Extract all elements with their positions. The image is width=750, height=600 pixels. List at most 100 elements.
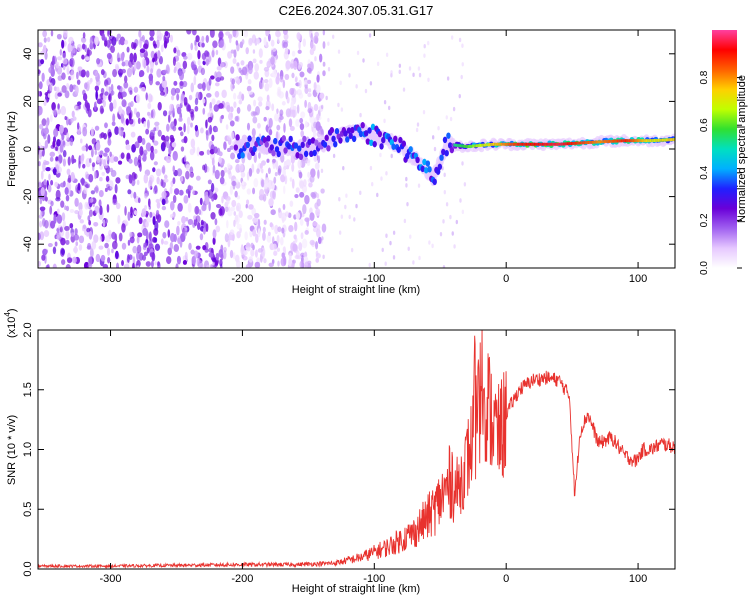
spectrogram-noise-speckle (267, 33, 271, 42)
spectrogram-noise-speckle (190, 122, 193, 128)
snr-x-tick-label: 0 (503, 573, 509, 585)
spectrogram-noise-speckle (160, 91, 166, 96)
spectrogram-noise-speckle (39, 206, 46, 212)
spectrogram-noise-speckle (76, 79, 81, 85)
spectrogram-noise-speckle (263, 116, 267, 122)
spectrogram-signal-core (601, 140, 603, 144)
spectrogram-noise-speckle (282, 203, 286, 211)
spectrogram-noise-speckle (200, 67, 206, 76)
spectrogram-noise-speckle (385, 52, 389, 57)
spectrogram-noise-speckle (125, 118, 129, 126)
spectrogram-noise-speckle (281, 101, 286, 106)
spectrogram-noise-speckle (210, 75, 215, 80)
spectrogram-signal-core (659, 138, 661, 142)
spectrogram-noise-speckle (261, 180, 265, 188)
spectrogram-noise-speckle (211, 98, 216, 105)
spectrogram-noise-speckle (337, 49, 341, 54)
spectrogram-noise-speckle (115, 202, 121, 210)
spectrogram-noise-speckle (50, 179, 54, 186)
spectrogram-noise-speckle (297, 159, 302, 169)
spectrogram-noise-speckle (70, 117, 74, 123)
spectrogram-noise-speckle (127, 211, 131, 221)
spectrogram-signal-core (531, 142, 533, 146)
spectrogram-noise-speckle (102, 263, 109, 268)
spectrogram-noise-speckle (290, 63, 294, 70)
snr-multiplier: (x104) (3, 308, 18, 338)
spectrogram-noise-speckle (380, 176, 383, 181)
spectrogram-signal-blob (334, 128, 340, 135)
spectrogram-noise-speckle (307, 92, 312, 98)
spectrogram-noise-speckle (38, 81, 43, 90)
spectrogram-noise-speckle (277, 165, 282, 174)
spectrogram-noise-speckle (64, 141, 71, 147)
spectrogram-signal-core (613, 139, 615, 143)
spectrogram-noise-speckle (236, 231, 241, 239)
spectrogram-noise-speckle (116, 33, 122, 39)
spectrogram-noise-speckle (74, 197, 79, 207)
spectrogram-noise-speckle (57, 92, 62, 97)
spectrogram-noise-speckle (186, 52, 193, 61)
spectrogram-noise-speckle (322, 41, 326, 49)
spectrogram-noise-speckle (123, 75, 128, 83)
spectrogram-noise-speckle (461, 62, 464, 67)
spectrogram-noise-speckle (172, 150, 178, 161)
spectrogram-noise-speckle (99, 177, 103, 182)
spectrogram-y-tick-label: -40 (22, 236, 34, 252)
spectrogram-signal-core (624, 139, 627, 143)
spectrogram-noise-speckle (231, 199, 237, 208)
spectrogram-noise-speckle (256, 38, 260, 45)
spectrogram-noise-speckle (104, 122, 108, 129)
spectrogram-noise-speckle (262, 79, 265, 84)
spectrogram-noise-speckle (459, 198, 462, 203)
spectrogram-noise-speckle (304, 86, 309, 95)
spectrogram-noise-speckle (223, 167, 228, 173)
spectrogram-noise-speckle (291, 72, 295, 79)
spectrogram-noise-speckle (128, 158, 133, 164)
spectrogram-noise-speckle (362, 58, 365, 63)
spectrogram-noise-speckle (139, 48, 146, 53)
spectrogram-noise-speckle (205, 119, 208, 129)
spectrogram-noise-speckle (166, 140, 170, 149)
spectrogram-signal-core (461, 144, 463, 148)
spectrogram-noise-speckle (138, 30, 142, 38)
spectrogram-noise-speckle (254, 261, 261, 268)
spectrogram-noise-speckle (257, 96, 263, 102)
spectrogram-noise-speckle (117, 91, 122, 100)
spectrogram-noise-speckle (175, 263, 179, 268)
spectrogram-noise-speckle (55, 189, 61, 200)
spectrogram-noise-speckle (123, 219, 128, 225)
spectrogram-noise-speckle (229, 229, 235, 236)
spectrogram-noise-speckle (81, 54, 85, 60)
spectrogram-noise-speckle (272, 69, 277, 78)
spectrogram-noise-speckle (225, 31, 231, 36)
spectrogram-noise-speckle (154, 185, 158, 192)
spectrogram-noise-speckle (94, 185, 99, 194)
spectrogram-noise-speckle (192, 189, 195, 196)
spectrogram-noise-speckle (340, 214, 344, 219)
spectrogram-noise-speckle (259, 162, 263, 169)
spectrogram-signal-core (652, 139, 654, 143)
spectrogram-noise-speckle (369, 165, 373, 171)
spectrogram-signal-core (478, 144, 480, 148)
spectrogram-noise-speckle (202, 244, 207, 251)
spectrogram-signal-blob (274, 146, 280, 153)
spectrogram-noise-speckle (105, 175, 110, 182)
spectrogram-noise-speckle (214, 187, 219, 193)
spectrogram-noise-speckle (90, 190, 96, 195)
spectrogram-noise-speckle (270, 49, 274, 56)
spectrogram-noise-speckle (195, 175, 201, 181)
spectrogram-signal-blob (396, 146, 401, 153)
spectrogram-noise-speckle (178, 189, 184, 196)
spectrogram-noise-speckle (164, 174, 168, 180)
spectrogram-noise-speckle (115, 262, 120, 268)
spectrogram-noise-speckle (461, 209, 465, 215)
spectrogram-signal-core (539, 142, 541, 146)
spectrogram-signal-core (623, 139, 625, 143)
spectrogram-noise-speckle (64, 116, 68, 121)
spectrogram-noise-speckle (266, 94, 270, 102)
spectrogram-noise-speckle (313, 81, 317, 91)
spectrogram-noise-speckle (117, 160, 123, 165)
spectrogram-y-tick-label: -20 (22, 189, 34, 205)
snr-multiplier-base: (x10 (6, 317, 18, 338)
spectrogram-noise-speckle (109, 167, 114, 173)
